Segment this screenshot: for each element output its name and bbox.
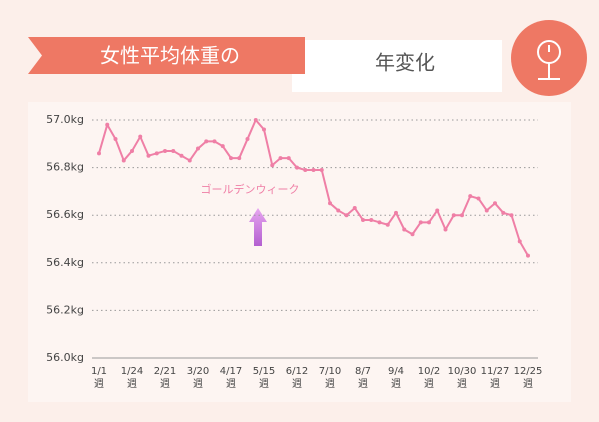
annotation: ゴールデンウィーク xyxy=(201,182,300,196)
title-ribbon xyxy=(28,37,305,74)
point xyxy=(97,151,101,156)
point xyxy=(328,201,332,206)
point xyxy=(451,213,456,218)
point xyxy=(204,139,209,144)
point xyxy=(418,220,423,225)
point xyxy=(295,165,299,170)
y-tick-label: 56.4kg xyxy=(46,256,84,269)
point xyxy=(121,158,126,163)
point xyxy=(402,227,407,232)
point xyxy=(336,208,341,213)
x-tick-label: 8/7 週 xyxy=(354,366,372,390)
point xyxy=(262,127,266,132)
point xyxy=(460,213,464,218)
point xyxy=(220,144,225,149)
x-tick-label: 7/10 週 xyxy=(318,366,342,390)
x-tick-label: 9/4 週 xyxy=(387,366,405,390)
point xyxy=(229,156,233,161)
point xyxy=(369,217,374,222)
point xyxy=(146,153,151,158)
point xyxy=(427,220,431,225)
point xyxy=(105,122,110,127)
y-tick-label: 56.0kg xyxy=(46,351,84,364)
point xyxy=(377,220,382,225)
point xyxy=(138,134,143,139)
point xyxy=(113,137,118,142)
x-tick-label: 6/12 週 xyxy=(285,366,309,390)
point xyxy=(303,167,308,172)
x-tick-label: 12/25 週 xyxy=(513,366,543,390)
point xyxy=(352,206,357,211)
x-tick-label: 4/17 週 xyxy=(219,366,243,390)
point xyxy=(286,156,291,161)
y-tick-label: 57.0kg xyxy=(46,113,84,126)
point xyxy=(435,208,440,213)
point xyxy=(278,156,283,161)
x-tick-label: 2/21 週 xyxy=(153,366,177,390)
x-tick-label: 5/15 週 xyxy=(252,366,276,390)
point xyxy=(237,156,242,161)
x-tick-label: 11/27 週 xyxy=(480,366,510,390)
point xyxy=(509,213,514,218)
point xyxy=(385,222,390,227)
point xyxy=(361,217,365,222)
point xyxy=(394,210,398,215)
point xyxy=(476,196,481,201)
point xyxy=(526,253,530,258)
scale-icon xyxy=(511,20,587,96)
point xyxy=(410,232,415,237)
point xyxy=(311,167,316,172)
annotation-arrow xyxy=(249,208,267,246)
point xyxy=(187,158,192,163)
point xyxy=(196,146,200,151)
y-tick-label: 56.8kg xyxy=(46,161,84,174)
point xyxy=(171,148,176,153)
x-tick-label: 1/1 週 xyxy=(90,366,108,390)
chart-title: 女性平均体重の xyxy=(100,44,240,68)
point xyxy=(484,208,489,213)
point xyxy=(245,137,250,142)
point xyxy=(253,118,258,122)
point xyxy=(319,167,324,172)
point xyxy=(517,239,522,244)
x-tick-label: 3/20 週 xyxy=(186,366,210,390)
point xyxy=(344,213,349,218)
chart-panel xyxy=(28,102,571,402)
chart-subtitle: 年変化 xyxy=(375,51,435,75)
x-tick-label: 1/24 週 xyxy=(120,366,144,390)
x-tick-label: 10/2 週 xyxy=(417,366,441,390)
y-tick-label: 56.2kg xyxy=(46,303,84,316)
point xyxy=(468,194,473,199)
subtitle-box xyxy=(292,40,502,92)
point xyxy=(179,153,184,158)
point xyxy=(154,151,159,156)
x-tick-label: 10/30 週 xyxy=(447,366,477,390)
point xyxy=(130,148,134,153)
point xyxy=(212,139,217,144)
point xyxy=(501,210,506,215)
point xyxy=(493,201,497,206)
point xyxy=(270,163,275,168)
point xyxy=(163,148,167,153)
y-tick-label: 56.6kg xyxy=(46,208,84,221)
point xyxy=(443,227,448,232)
